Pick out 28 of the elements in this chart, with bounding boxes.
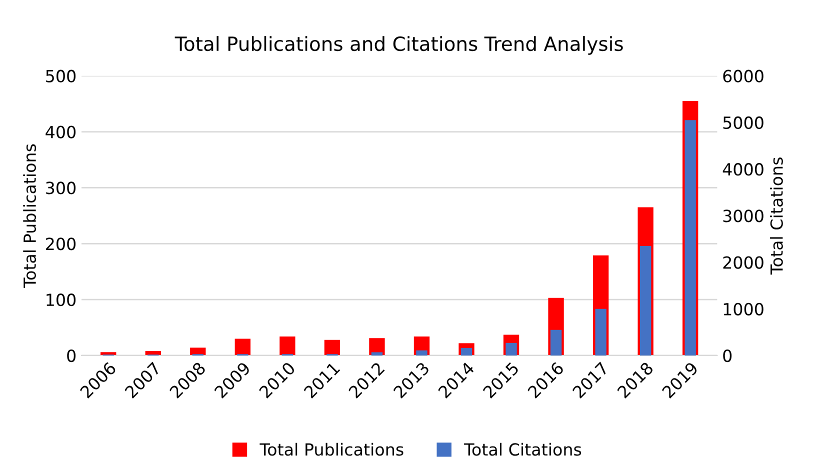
bar (416, 350, 428, 356)
y2-tick-label: 5000 (723, 116, 764, 130)
legend-label: Total Publications (260, 442, 404, 456)
bar (280, 336, 296, 356)
bar (550, 330, 562, 356)
y2-tick-label: 2000 (723, 256, 764, 269)
y2-tick-label: 0 (723, 349, 732, 362)
y2-axis-title: Total Citations (770, 158, 783, 275)
bar (234, 338, 250, 356)
bar (460, 348, 472, 356)
y2-tick-label: 6000 (723, 70, 764, 82)
bar (371, 352, 383, 356)
y-tick-label: 200 (46, 238, 76, 250)
y2-tick-label: 4000 (722, 163, 764, 176)
y-tick-label: 500 (46, 70, 76, 82)
bar (595, 308, 606, 356)
bar (506, 342, 517, 356)
bar (324, 340, 340, 356)
y-axis-title: Total Publications (23, 144, 36, 288)
y2-tick-label: 3000 (723, 210, 764, 222)
chart-title: Total Publications and Citations Trend Analysis (174, 36, 623, 55)
y2-tick-label: 1000 (724, 302, 764, 316)
y-tick-label: 100 (46, 294, 76, 306)
y-tick-label: 400 (46, 126, 76, 138)
bar (640, 246, 652, 356)
legend-label: Total Citations (464, 442, 582, 456)
y-tick-label: 300 (46, 182, 76, 194)
y-tick-label: 0 (67, 349, 76, 362)
